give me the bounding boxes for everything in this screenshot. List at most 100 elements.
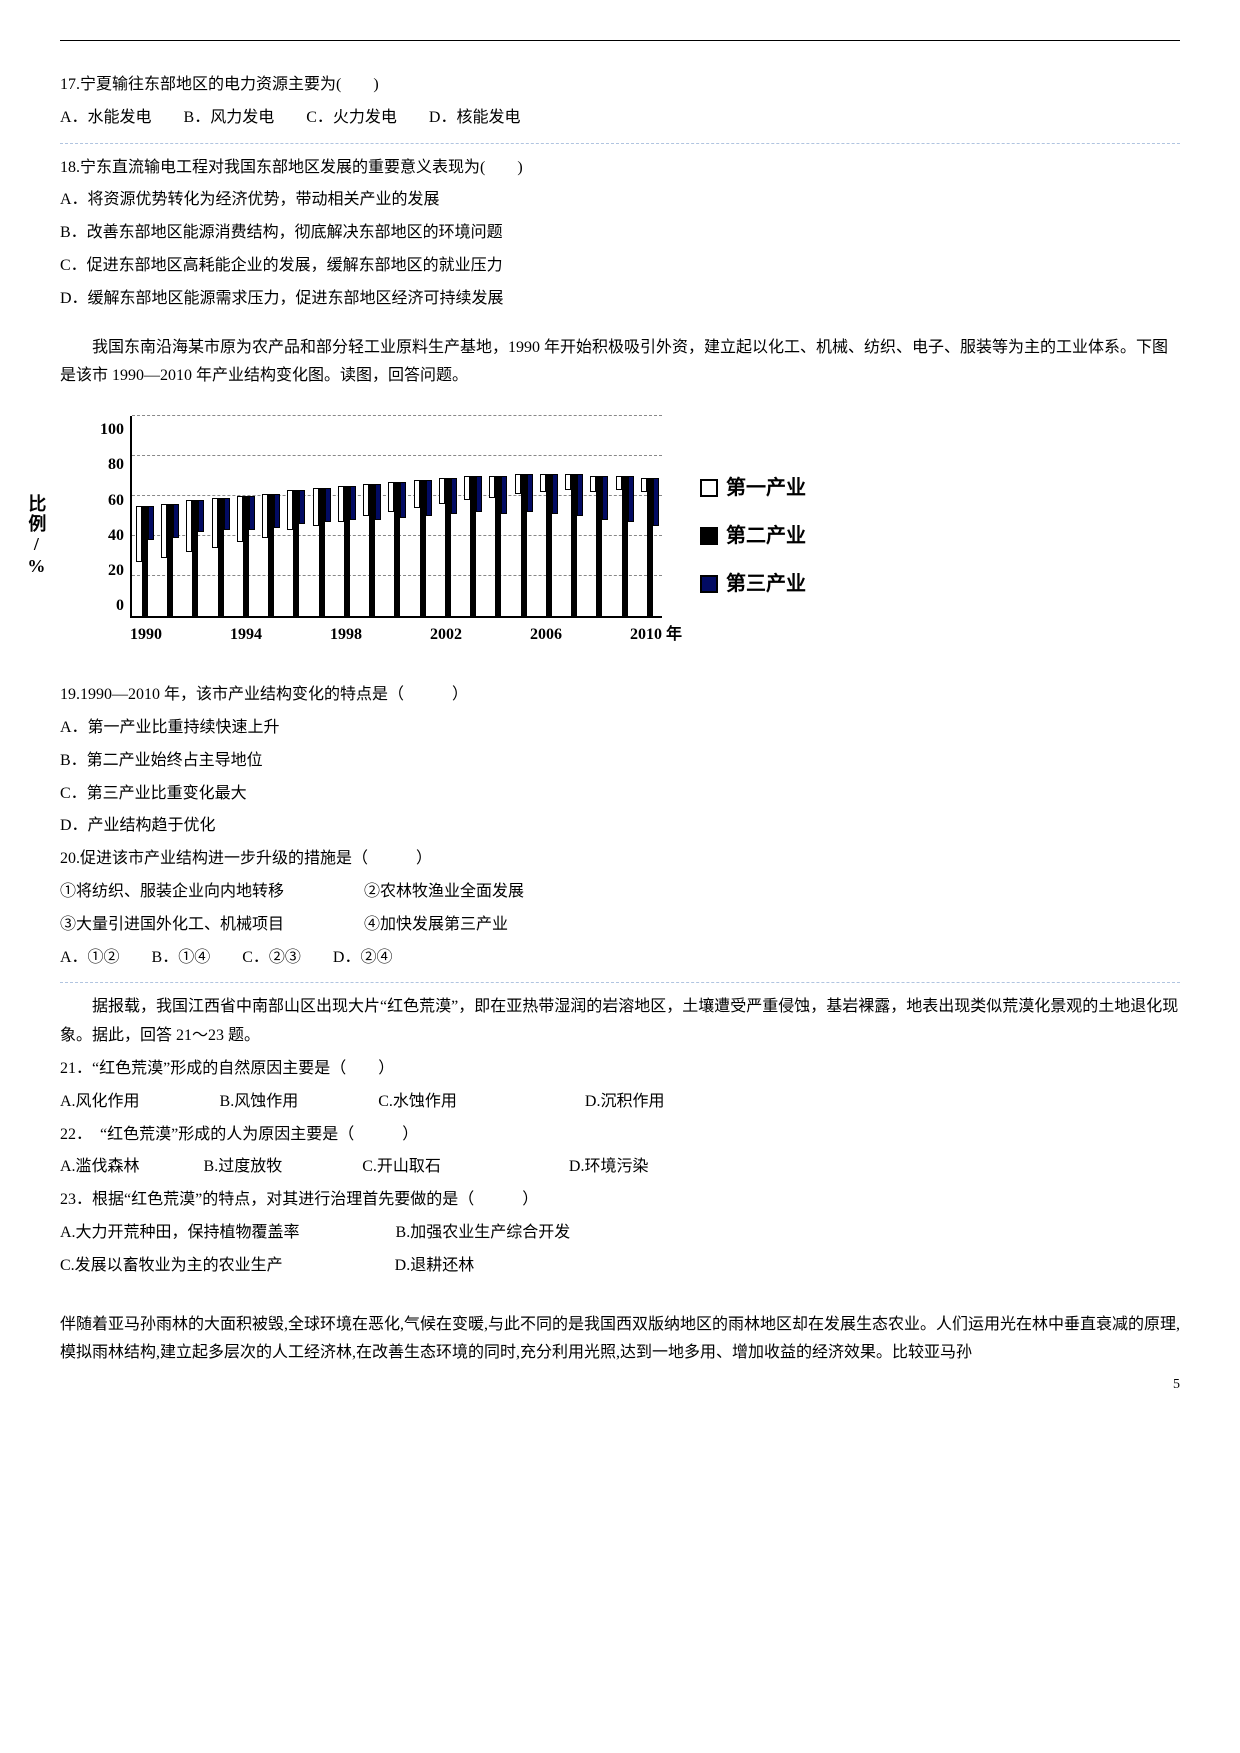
q22-opts: A.滥伐森林 B.过度放牧 C.开山取石 D.环境污染 bbox=[60, 1153, 1180, 1182]
bar bbox=[552, 474, 558, 514]
q20-l1: ①将纺织、服装企业向内地转移 ②农林牧渔业全面发展 bbox=[60, 878, 1180, 907]
q19-c: C．第三产业比重变化最大 bbox=[60, 780, 1180, 809]
bar-group bbox=[136, 506, 154, 616]
q20-opts: A．①② B．①④ C．②③ D．②④ bbox=[60, 944, 1180, 973]
intro-amazon: 伴随着亚马孙雨林的大面积被毁,全球环境在恶化,气候在变暖,与此不同的是我国西双版… bbox=[60, 1311, 1180, 1369]
q19-a: A．第一产业比重持续快速上升 bbox=[60, 714, 1180, 743]
x-tick-label: 2006 bbox=[530, 621, 562, 650]
q19-d: D．产业结构趋于优化 bbox=[60, 812, 1180, 841]
bar bbox=[602, 476, 608, 520]
bar-group bbox=[439, 478, 457, 616]
bar bbox=[198, 500, 204, 532]
y-tick: 60 bbox=[108, 487, 124, 516]
bar-group bbox=[616, 476, 634, 616]
bar-group bbox=[489, 476, 507, 616]
legend-swatch bbox=[700, 575, 718, 593]
x-tick-label: 2002 bbox=[430, 621, 462, 650]
bar bbox=[426, 480, 432, 516]
q21-opts: A.风化作用 B.风蚀作用 C.水蚀作用 D.沉积作用 bbox=[60, 1088, 1180, 1117]
bar bbox=[375, 484, 381, 520]
bar-group bbox=[313, 488, 331, 616]
bar-group bbox=[161, 504, 179, 616]
dash-rule-2 bbox=[60, 982, 1180, 983]
chart-container: 比例/% 100806040200 1990199419982002200620… bbox=[60, 411, 1180, 661]
intro-red: 据报载，我国江西省中南部山区出现大片“红色荒漠”，即在亚热带湿润的岩溶地区，土壤… bbox=[60, 993, 1180, 1051]
q18-a: A．将资源优势转化为经济优势，带动相关产业的发展 bbox=[60, 186, 1180, 215]
bar-group bbox=[590, 476, 608, 616]
legend-item: 第三产业 bbox=[700, 566, 806, 602]
legend-swatch bbox=[700, 527, 718, 545]
bar bbox=[299, 490, 305, 524]
q20-stem: 20.促进该市产业结构进一步升级的措施是（ ） bbox=[60, 845, 1180, 874]
page-number: 5 bbox=[1173, 1372, 1180, 1397]
x-tick-label: 1998 bbox=[330, 621, 362, 650]
bar-group bbox=[515, 474, 533, 616]
chart-legend: 第一产业第二产业第三产业 bbox=[700, 458, 806, 614]
bar-group bbox=[388, 482, 406, 616]
legend-label: 第三产业 bbox=[726, 566, 806, 602]
bar-group bbox=[338, 486, 356, 616]
bar-group bbox=[363, 484, 381, 616]
intro-1990: 我国东南沿海某市原为农产品和部分轻工业原料生产基地，1990 年开始积极吸引外资… bbox=[60, 334, 1180, 392]
x-tick-label: 2010 年 bbox=[630, 621, 682, 650]
bar bbox=[350, 486, 356, 520]
q23-l1: A.大力开荒种田，保持植物覆盖率 B.加强农业生产综合开发 bbox=[60, 1219, 1180, 1248]
y-tick: 0 bbox=[116, 592, 124, 621]
q18-stem: 18.宁东直流输电工程对我国东部地区发展的重要意义表现为( ) bbox=[60, 154, 1180, 183]
legend-label: 第一产业 bbox=[726, 470, 806, 506]
q22-stem: 22． “红色荒漠”形成的人为原因主要是（ ） bbox=[60, 1121, 1180, 1150]
bar bbox=[577, 474, 583, 516]
bar-group bbox=[237, 496, 255, 616]
grid-line bbox=[132, 455, 662, 456]
q21-stem: 21．“红色荒漠”形成的自然原因主要是（ ） bbox=[60, 1055, 1180, 1084]
y-tick: 80 bbox=[108, 451, 124, 480]
bar-group bbox=[414, 480, 432, 616]
bar-group bbox=[262, 494, 280, 616]
y-axis-label: 比例/% bbox=[20, 494, 52, 578]
bar bbox=[173, 504, 179, 538]
q23-l2: C.发展以畜牧业为主的农业生产 D.退耕还林 bbox=[60, 1252, 1180, 1281]
bar-group bbox=[186, 500, 204, 616]
bar bbox=[148, 506, 154, 540]
y-tick: 40 bbox=[108, 522, 124, 551]
q19-stem: 19.1990—2010 年，该市产业结构变化的特点是（ ） bbox=[60, 681, 1180, 710]
top-rule bbox=[60, 40, 1180, 41]
q17-opts: A．水能发电 B．风力发电 C．火力发电 D．核能发电 bbox=[60, 104, 1180, 133]
bar-group bbox=[641, 478, 659, 616]
bar bbox=[501, 476, 507, 514]
q20-l2: ③大量引进国外化工、机械项目 ④加快发展第三产业 bbox=[60, 911, 1180, 940]
bar-chart: 比例/% 100806040200 1990199419982002200620… bbox=[60, 411, 680, 661]
q23-stem: 23．根据“红色荒漠”的特点，对其进行治理首先要做的是（ ） bbox=[60, 1186, 1180, 1215]
q18-b: B．改善东部地区能源消费结构，彻底解决东部地区的环境问题 bbox=[60, 219, 1180, 248]
bar bbox=[451, 478, 457, 514]
legend-item: 第一产业 bbox=[700, 470, 806, 506]
bar-group bbox=[212, 498, 230, 616]
q19-b: B．第二产业始终占主导地位 bbox=[60, 747, 1180, 776]
plot-area bbox=[130, 416, 662, 618]
bar-group bbox=[565, 474, 583, 616]
bar bbox=[653, 478, 659, 526]
bar bbox=[224, 498, 230, 530]
y-axis: 100 80 60 40 20 0 bbox=[100, 416, 124, 621]
bar-group bbox=[464, 476, 482, 616]
bar bbox=[274, 494, 280, 528]
bar bbox=[400, 482, 406, 518]
bar bbox=[527, 474, 533, 512]
grid-line bbox=[132, 415, 662, 416]
legend-swatch bbox=[700, 479, 718, 497]
x-tick-label: 1990 bbox=[130, 621, 162, 650]
q18-d: D．缓解东部地区能源需求压力，促进东部地区经济可持续发展 bbox=[60, 285, 1180, 314]
bar bbox=[325, 488, 331, 522]
x-tick-label: 1994 bbox=[230, 621, 262, 650]
q17-stem: 17.宁夏输往东部地区的电力资源主要为( ) bbox=[60, 71, 1180, 100]
bar-group bbox=[287, 490, 305, 616]
dash-rule-1 bbox=[60, 143, 1180, 144]
y-tick: 100 bbox=[100, 416, 124, 445]
bar bbox=[249, 496, 255, 530]
q18-c: C．促进东部地区高耗能企业的发展，缓解东部地区的就业压力 bbox=[60, 252, 1180, 281]
y-tick: 20 bbox=[108, 557, 124, 586]
bar-group bbox=[540, 474, 558, 616]
bar bbox=[476, 476, 482, 512]
legend-item: 第二产业 bbox=[700, 518, 806, 554]
bar bbox=[628, 476, 634, 522]
